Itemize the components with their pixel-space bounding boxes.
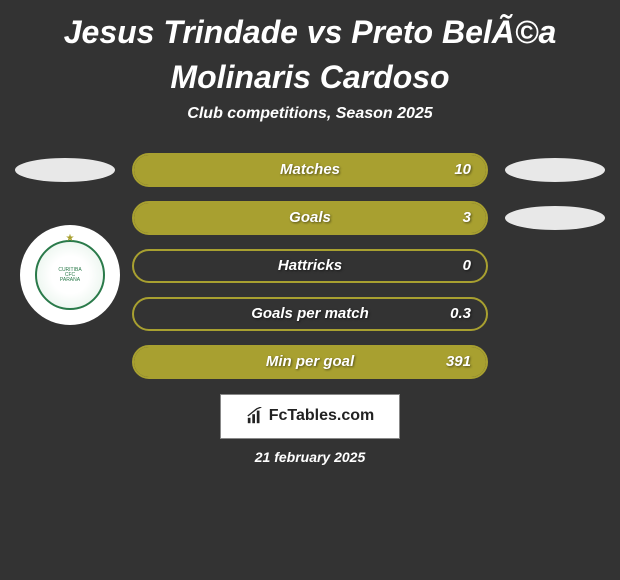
star-icon: ★ — [66, 233, 75, 244]
stat-label: Matches — [280, 161, 340, 178]
team-logo-inner: CURITIBACFCPARANA — [35, 240, 105, 310]
stat-value: 0 — [463, 257, 471, 274]
footer-brand-badge: FcTables.com — [220, 394, 400, 439]
ellipse-icon — [15, 158, 115, 182]
right-badge-goals — [500, 206, 610, 230]
stat-row-matches: Matches 10 — [10, 153, 610, 187]
page-title: Jesus Trindade vs Preto BelÃ©a Molinaris… — [0, 0, 620, 105]
stat-bar-mpg: Min per goal 391 — [132, 345, 488, 379]
page-subtitle: Club competitions, Season 2025 — [0, 105, 620, 123]
stat-bar-hattricks: Hattricks 0 — [132, 249, 488, 283]
stat-label: Min per goal — [266, 353, 354, 370]
stat-value: 391 — [446, 353, 471, 370]
stat-bar-gpm: Goals per match 0.3 — [132, 297, 488, 331]
stat-label: Goals per match — [251, 305, 369, 322]
stat-bar-matches: Matches 10 — [132, 153, 488, 187]
ellipse-icon — [505, 158, 605, 182]
footer-date: 21 february 2025 — [0, 449, 620, 465]
stat-value: 3 — [463, 209, 471, 226]
team-logo: ★ CURITIBACFCPARANA — [20, 225, 120, 325]
team-logo-wrapper: ★ CURITIBACFCPARANA — [20, 225, 120, 325]
left-badge-matches — [10, 158, 120, 182]
team-logo-text: CURITIBACFCPARANA — [58, 268, 81, 283]
stat-row-mpg: Min per goal 391 — [10, 345, 610, 379]
stat-label: Goals — [289, 209, 331, 226]
stat-bar-goals: Goals 3 — [132, 201, 488, 235]
ellipse-icon — [505, 206, 605, 230]
stat-value: 0.3 — [450, 305, 471, 322]
stat-value: 10 — [454, 161, 471, 178]
chart-icon — [246, 407, 264, 425]
footer-brand-text: FcTables.com — [269, 407, 375, 425]
stat-label: Hattricks — [278, 257, 342, 274]
right-badge-matches — [500, 158, 610, 182]
